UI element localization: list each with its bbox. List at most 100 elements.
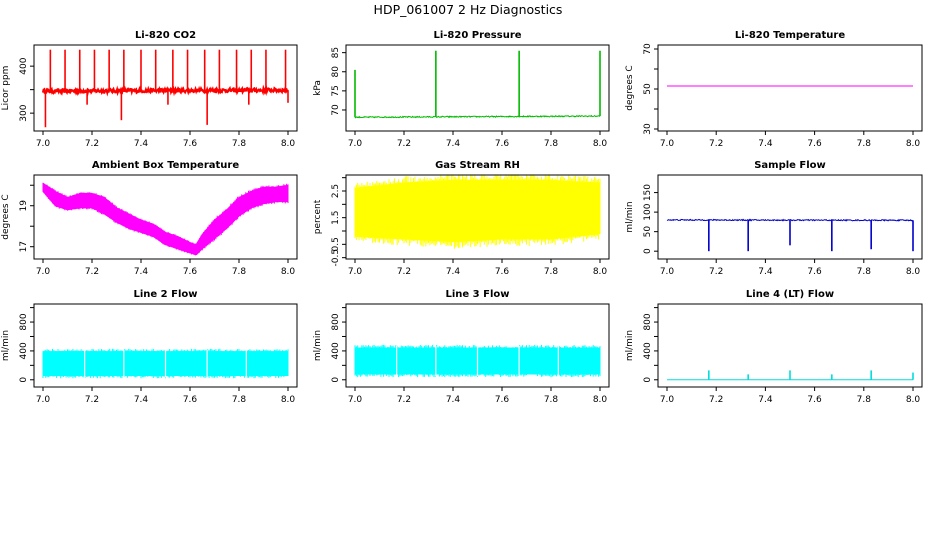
y-axis-label: kPa [313, 80, 323, 96]
x-tick-label: 7.6 [807, 139, 822, 149]
x-tick-label: 7.6 [183, 139, 198, 149]
chart-panel: Line 3 Flow ml/min 7.0 7.2 7.4 7.6 7.8 8.0 0 400 8… [313, 289, 610, 405]
x-tick-label: 7.8 [544, 395, 559, 405]
x-tick-label: 7.4 [134, 267, 149, 277]
x-tick-label: 7.6 [807, 267, 822, 277]
y-tick-label: 0.5 [331, 237, 341, 251]
plot-frame [345, 303, 610, 388]
plot-frame [657, 44, 923, 132]
x-tick-label: 7.6 [495, 395, 510, 405]
x-tick-label: 7.6 [495, 139, 510, 149]
x-tick-label: 7.6 [495, 267, 510, 277]
x-tick-label: 7.0 [660, 139, 675, 149]
series-line [41, 84, 289, 97]
y-tick-label: 75 [331, 85, 341, 96]
y-tick-label: 70 [331, 104, 341, 116]
y-tick-label: 800 [643, 313, 653, 330]
y-axis-label: degrees C [1, 194, 11, 239]
y-axis-label: ml/min [1, 330, 11, 361]
chart-panel: Line 2 Flow ml/min 7.0 7.2 7.4 7.6 7.8 8.0 0 400 8… [1, 289, 298, 405]
x-tick-label: 7.0 [36, 395, 51, 405]
chart-panel: Li-820 CO2 Licor ppm 7.0 7.2 7.4 7.6 7.8 8.0 300… [1, 30, 298, 149]
chart-title: Li-820 CO2 [135, 30, 196, 41]
x-tick-label: 7.2 [85, 267, 99, 277]
x-tick-label: 7.4 [134, 395, 149, 405]
y-axis-label: ml/min [313, 330, 323, 361]
series-noise [42, 348, 289, 379]
plot-frame [345, 174, 610, 260]
x-tick-label: 7.0 [660, 267, 675, 277]
x-tick-label: 7.8 [544, 267, 559, 277]
x-tick-label: 8.0 [281, 139, 296, 149]
y-tick-label: 800 [19, 313, 29, 330]
plot-frame [33, 44, 298, 132]
chart-title: Gas Stream RH [435, 160, 520, 171]
x-tick-label: 7.0 [348, 139, 363, 149]
series-line [666, 218, 914, 222]
x-tick-label: 8.0 [593, 395, 608, 405]
y-axis-label: Licor ppm [1, 66, 11, 111]
y-axis-label: ml/min [625, 201, 635, 232]
y-tick-label: 50 [643, 226, 653, 238]
x-tick-label: 7.6 [183, 395, 198, 405]
x-tick-label: 7.8 [857, 267, 872, 277]
y-tick-label: 0 [19, 377, 29, 383]
series-noise [42, 182, 289, 256]
y-tick-label: 17 [19, 241, 29, 252]
x-tick-label: 8.0 [906, 267, 921, 277]
y-tick-label: 300 [19, 104, 29, 121]
x-tick-label: 7.0 [36, 139, 51, 149]
y-tick-label: 150 [643, 184, 653, 201]
x-tick-label: 7.6 [807, 395, 822, 405]
y-tick-label: -0.5 [331, 249, 341, 267]
y-tick-label: 400 [331, 342, 341, 359]
chart-panel: Sample Flow ml/min 7.0 7.2 7.4 7.6 7.8 8.0 0 50 10… [625, 160, 923, 277]
x-tick-label: 7.2 [85, 139, 99, 149]
x-tick-label: 7.6 [183, 267, 198, 277]
x-tick-label: 7.2 [709, 139, 723, 149]
y-tick-label: 400 [19, 342, 29, 359]
x-tick-label: 7.4 [446, 395, 461, 405]
y-tick-label: 2.5 [331, 184, 341, 198]
y-tick-label: 85 [331, 47, 341, 58]
series-group [41, 49, 289, 128]
x-tick-label: 8.0 [281, 267, 296, 277]
chart-title: Sample Flow [754, 160, 826, 171]
x-tick-label: 7.4 [134, 139, 149, 149]
y-axis-label: ml/min [625, 330, 635, 361]
x-tick-label: 7.0 [660, 395, 675, 405]
x-tick-label: 7.8 [857, 139, 872, 149]
chart-title: Line 4 (LT) Flow [746, 289, 834, 300]
series-group [667, 370, 914, 381]
plot-frame [33, 174, 298, 260]
chart-panel: Line 4 (LT) Flow ml/min 7.0 7.2 7.4 7.6 7.8 8.0… [625, 289, 923, 405]
y-tick-label: 100 [643, 203, 653, 220]
series-noise [354, 175, 601, 249]
x-tick-label: 7.8 [232, 395, 247, 405]
y-tick-label: 80 [331, 66, 341, 78]
plot-frame [33, 303, 298, 388]
x-tick-label: 7.8 [544, 139, 559, 149]
x-tick-label: 7.0 [36, 267, 51, 277]
chart-panel: Gas Stream RH percent 7.0 7.2 7.4 7.6 7.8 8.0 -0… [313, 160, 610, 277]
plot-frame [657, 174, 923, 260]
chart-title: Line 3 Flow [446, 289, 510, 300]
x-tick-label: 8.0 [906, 395, 921, 405]
x-tick-label: 7.4 [758, 267, 773, 277]
x-tick-label: 8.0 [281, 395, 296, 405]
y-tick-label: 30 [643, 123, 653, 135]
y-tick-label: 800 [331, 313, 341, 330]
x-tick-label: 7.4 [446, 267, 461, 277]
x-tick-label: 7.4 [758, 139, 773, 149]
y-axis-label: percent [313, 199, 323, 234]
chart-panel: Li-820 Pressure kPa 7.0 7.2 7.4 7.6 7.8 8.0 70 75… [313, 30, 610, 149]
series-noise [354, 344, 601, 378]
x-tick-label: 7.2 [709, 267, 723, 277]
x-tick-label: 8.0 [593, 139, 608, 149]
y-tick-label: 50 [643, 83, 653, 95]
chart-title: Li-820 Pressure [433, 30, 521, 41]
x-tick-label: 7.2 [709, 395, 723, 405]
x-tick-label: 7.4 [446, 139, 461, 149]
chart-title: Li-820 Temperature [735, 30, 845, 41]
y-tick-label: 400 [19, 57, 29, 74]
